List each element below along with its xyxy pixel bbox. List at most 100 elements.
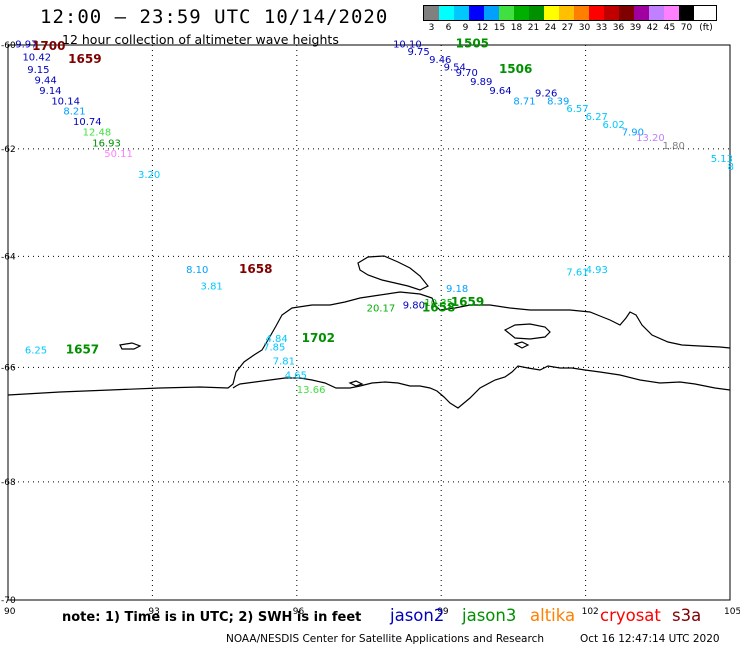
coastline [7, 255, 731, 409]
wave-height-label: 4.93 [586, 265, 608, 276]
lat-tick-label: -66 [1, 363, 16, 373]
legend-swatch [529, 6, 544, 20]
pass-time-label: 1659 [68, 52, 101, 66]
wave-height-label: 4.84 [266, 334, 288, 345]
wave-height-label: 6.25 [25, 345, 47, 356]
wave-height-label: 13.66 [297, 385, 326, 396]
units-note: note: 1) Time is in UTC; 2) SWH is in fe… [62, 610, 362, 625]
legend-label: 45 [663, 23, 676, 33]
wave-height-label: 6.27 [586, 112, 608, 123]
satellite-jason2: jason2 [390, 606, 445, 625]
wave-height-label: 9.18 [446, 284, 468, 295]
lat-tick-label: -60 [1, 41, 16, 51]
legend-swatch [619, 6, 634, 20]
pass-time-label: 1702 [302, 331, 335, 345]
legend-label: 70 [680, 23, 693, 33]
legend-label: 27 [561, 23, 574, 33]
wave-height-label: 8.39 [547, 96, 569, 107]
wave-height-label: 9.64 [489, 86, 511, 97]
wave-height-label: 9.14 [39, 86, 61, 97]
wave-height-label: 8.71 [513, 96, 535, 107]
legend-swatch [454, 6, 469, 20]
island-small [348, 380, 364, 387]
legend-swatch [484, 6, 499, 20]
legend-color-scale [423, 5, 717, 21]
wave-height-label: 1.80 [663, 141, 685, 152]
legend-swatch [574, 6, 589, 20]
pass-time-label: 1657 [66, 342, 99, 356]
legend-label: 42 [646, 23, 659, 33]
island-north [357, 255, 429, 291]
wave-height-label: 9.44 [34, 76, 56, 87]
legend-swatch [439, 6, 454, 20]
legend-label: 24 [544, 23, 557, 33]
antarctic-coastline [7, 291, 731, 396]
lat-tick-label: -64 [1, 252, 16, 262]
legend-label: 15 [493, 23, 506, 33]
legend-label: 33 [595, 23, 608, 33]
wave-height-label: 3.81 [201, 281, 223, 292]
legend-label: 21 [527, 23, 540, 33]
wave-height-label: 4.65 [285, 371, 307, 382]
satellite-s3a: s3a [672, 606, 702, 625]
wave-height-label: 6.02 [602, 120, 624, 131]
legend-swatch [499, 6, 514, 20]
pass-time-label: 1506 [499, 62, 532, 76]
legend-swatch [634, 6, 649, 20]
island-east [503, 323, 551, 340]
legend-label: 36 [612, 23, 625, 33]
pass-time-label: 1700 [32, 39, 65, 53]
wave-height-label: 16.93 [92, 138, 121, 149]
legend-swatch [649, 6, 664, 20]
wave-height-label: 7.81 [273, 357, 295, 368]
legend-swatch [469, 6, 484, 20]
legend-swatch [679, 6, 694, 20]
wave-height-label: 9.15 [27, 65, 49, 76]
footer-credit: NOAA/NESDIS Center for Satellite Applica… [226, 633, 544, 645]
lon-tick-label: 99 [437, 607, 449, 617]
island-west [119, 342, 142, 350]
footer-timestamp: Oct 16 12:47:14 UTC 2020 [580, 633, 720, 645]
wave-height-label: 7.90 [622, 128, 644, 139]
page-subtitle: 12 hour collection of altimeter wave hei… [62, 32, 339, 47]
pass-time-label: 1658 [422, 300, 455, 314]
wave-height-label: 3.20 [138, 170, 160, 181]
legend-swatch [604, 6, 619, 20]
satellite-cryosat: cryosat [600, 606, 661, 625]
wave-height-label: 10.10 [393, 40, 422, 51]
legend-label: 3 [428, 23, 435, 33]
wave-height-label: 10.14 [51, 96, 80, 107]
wave-height-label: 9.89 [470, 77, 492, 88]
wave-height-label: 9.70 [456, 68, 478, 79]
lat-tick-label: -62 [1, 145, 16, 155]
page-title: 12:00 – 23:59 UTC 10/14/2020 [40, 6, 389, 28]
wave-height-label: 7.85 [263, 342, 285, 353]
legend-swatch [589, 6, 604, 20]
wave-height-label: 20.17 [367, 303, 396, 314]
lon-tick-label: 105 [724, 607, 740, 617]
axis-labels: 90 93 96 99 102 105 -60 -62 -64 -66 -68 -70 [1, 41, 740, 617]
legend-label: 9 [462, 23, 469, 33]
legend-swatch [514, 6, 529, 20]
color-legend: 3 6 9 12 15 18 21 24 27 30 33 36 39 42 45 70 (ft) [423, 5, 717, 33]
wave-height-label: 9.46 [429, 55, 451, 66]
lat-tick-label: -70 [1, 596, 16, 606]
satellite-jason3: jason3 [462, 606, 517, 625]
legend-swatch [559, 6, 574, 20]
pass-time-label: 1659 [451, 295, 484, 309]
legend-label: 39 [629, 23, 642, 33]
coastline-lower [232, 365, 731, 409]
wave-height-label: 8.21 [63, 107, 85, 118]
pass-time-label: 1505 [456, 37, 489, 51]
wave-height-label: 12.48 [83, 128, 112, 139]
wave-height-label: 9.80 [403, 301, 425, 312]
legend-label: 6 [445, 23, 452, 33]
satellite-altika: altika [530, 606, 576, 625]
wave-height-label: 6.57 [566, 104, 588, 115]
wave-height-label: 8 [728, 162, 734, 173]
wave-height-label: 8.10 [186, 265, 208, 276]
legend-swatch [424, 6, 439, 20]
wave-height-label: 9.26 [535, 89, 557, 100]
